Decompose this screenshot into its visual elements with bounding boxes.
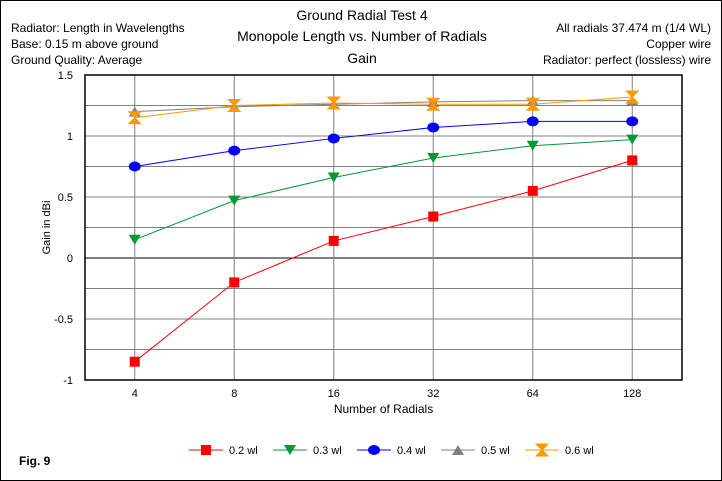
data-point (127, 111, 142, 125)
note-right-3: Radiator: perfect (lossless) wire (542, 53, 711, 67)
y-tick-label: 1 (67, 131, 73, 143)
data-point (526, 140, 539, 151)
data-point (128, 234, 141, 245)
legend-label: 0.2 wl (229, 445, 258, 457)
y-tick-label: -1 (63, 375, 73, 387)
y-axis-label: Gain in dBi (41, 201, 53, 255)
series-0.5-wl (128, 95, 639, 117)
x-tick-label: 8 (231, 388, 237, 400)
y-tick-label: 0.5 (58, 192, 73, 204)
chart-subtitle: Monopole Length vs. Number of Radials (237, 28, 487, 44)
data-point (527, 185, 538, 196)
x-tick-label: 64 (527, 388, 539, 400)
y-tick-label: 1.5 (58, 70, 73, 82)
data-point (328, 235, 339, 246)
chart-subtitle-gain: Gain (347, 50, 377, 66)
note-right-2: Copper wire (646, 37, 711, 51)
data-point (227, 99, 242, 112)
note-right-1: All radials 37.474 m (1/4 WL) (556, 21, 711, 35)
x-tick-label: 16 (328, 388, 340, 400)
x-tick-label: 128 (623, 388, 641, 400)
y-tick-label: 0 (67, 253, 73, 265)
data-point (526, 116, 539, 127)
legend-marker (368, 445, 380, 455)
legend-marker (452, 445, 464, 455)
x-axis-label: Number of Radials (334, 402, 433, 416)
data-point (626, 134, 639, 145)
series-0.2-wl (129, 155, 638, 367)
data-point (228, 145, 241, 156)
data-point (427, 122, 440, 133)
data-point (327, 133, 340, 144)
data-point (525, 97, 540, 111)
x-tick-label: 4 (132, 388, 138, 400)
data-point (228, 195, 241, 206)
data-point (428, 211, 439, 222)
data-point (229, 277, 240, 288)
data-point (327, 172, 340, 183)
legend-marker (534, 443, 550, 457)
legend-marker (284, 445, 296, 455)
legend-label: 0.3 wl (313, 445, 342, 457)
chart-title: Ground Radial Test 4 (296, 7, 428, 23)
plot-frame (84, 74, 683, 381)
data-point (427, 152, 440, 163)
data-point (627, 155, 638, 166)
data-point (626, 116, 639, 127)
note-left-1: Radiator: Length in Wavelengths (11, 21, 185, 35)
series-0.6-wl (127, 90, 640, 125)
series-0.3-wl (128, 134, 639, 245)
legend-label: 0.6 wl (565, 445, 594, 457)
x-tick-label: 32 (427, 388, 439, 400)
note-left-3: Ground Quality: Average (11, 53, 143, 67)
note-left-2: Base: 0.15 m above ground (11, 37, 159, 51)
data-point (128, 161, 141, 172)
data-point (426, 97, 441, 111)
legend-label: 0.4 wl (397, 445, 426, 457)
series-line (134, 159, 633, 363)
y-tick-label: -0.5 (54, 314, 73, 326)
data-point (129, 356, 140, 367)
legend-marker (201, 445, 211, 455)
series-line (134, 120, 633, 167)
figure-label: Fig. 9 (19, 454, 51, 468)
data-point (625, 90, 640, 104)
series-line (134, 139, 633, 241)
series-0.4-wl (128, 116, 639, 172)
series-line (134, 96, 633, 119)
data-point (326, 96, 341, 110)
legend-label: 0.5 wl (481, 445, 510, 457)
